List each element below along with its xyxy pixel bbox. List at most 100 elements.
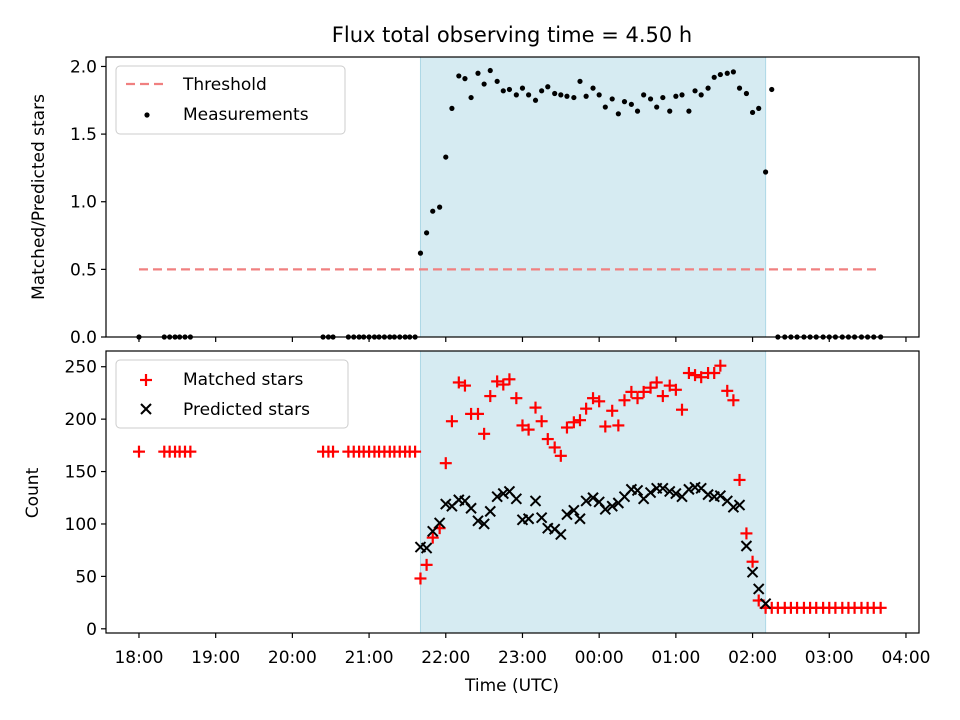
predicted-star-point xyxy=(759,597,772,610)
matched-star-point xyxy=(327,445,340,458)
measurement-point xyxy=(590,85,596,91)
predicted-star-point xyxy=(568,504,580,517)
predicted-star-point xyxy=(491,491,503,503)
matched-star-point xyxy=(560,421,573,434)
matched-star-point xyxy=(445,415,458,428)
x-tick-label: 04:00 xyxy=(881,648,930,668)
predicted-stars-points xyxy=(414,481,772,610)
matched-star-point xyxy=(491,375,504,388)
top-legend: Threshold Measurements xyxy=(115,65,346,135)
top-y-axis-label: Matched/Predicted stars xyxy=(29,94,49,300)
measurement-point xyxy=(532,97,539,103)
measurement-point xyxy=(673,93,679,99)
measurement-point xyxy=(628,101,634,107)
measurement-point xyxy=(705,85,711,91)
matched-star-point xyxy=(497,378,510,391)
predicted-star-point xyxy=(574,513,586,525)
measurement-point xyxy=(596,92,602,98)
matched-star-point xyxy=(548,441,561,454)
measurement-point xyxy=(468,94,474,101)
legend-matched-label: Matched stars xyxy=(183,370,303,390)
matched-star-point xyxy=(721,384,734,397)
predicted-star-point xyxy=(733,499,746,511)
legend-matched-swatch xyxy=(140,374,152,386)
predicted-star-point xyxy=(522,513,535,525)
y-tick-label: 0 xyxy=(86,620,97,640)
matched-star-point xyxy=(541,433,554,446)
predicted-star-point xyxy=(644,486,657,499)
measurement-point xyxy=(730,69,736,75)
matched-star-point xyxy=(727,394,740,407)
matched-star-point xyxy=(414,572,427,585)
matched-star-point xyxy=(522,423,535,436)
matched-star-point xyxy=(618,394,631,407)
matched-star-point xyxy=(529,401,542,414)
matched-star-point xyxy=(708,367,721,380)
predicted-star-point xyxy=(478,518,490,530)
measurement-point xyxy=(615,111,621,117)
measurement-point xyxy=(583,93,589,99)
chart-title: Flux total observing time = 4.50 h xyxy=(332,23,692,47)
matched-star-point xyxy=(714,359,727,372)
measurement-point xyxy=(494,78,500,84)
matched-star-point xyxy=(426,531,439,544)
measurement-point xyxy=(462,76,468,82)
measurement-point xyxy=(749,109,756,116)
matched-star-point xyxy=(580,402,593,415)
measurement-point xyxy=(724,70,730,76)
predicted-star-point xyxy=(746,566,759,578)
x-tick-label: 03:00 xyxy=(805,648,854,668)
y-tick-label: 1.5 xyxy=(70,125,97,145)
predicted-star-point xyxy=(510,493,523,505)
matched-star-point xyxy=(409,445,422,458)
measurement-point xyxy=(417,250,424,256)
measurement-point xyxy=(545,84,551,90)
predicted-star-point xyxy=(440,498,452,510)
predicted-star-point xyxy=(529,495,542,507)
matched-star-point xyxy=(567,416,580,429)
measurement-point xyxy=(711,74,717,80)
matched-star-point xyxy=(695,371,708,384)
measurement-point xyxy=(506,86,513,93)
matched-star-point xyxy=(663,379,676,392)
x-tick-label: 21:00 xyxy=(345,648,394,668)
matched-star-point xyxy=(587,392,600,405)
predicted-star-point xyxy=(561,508,573,521)
legend-predicted-label: Predicted stars xyxy=(183,400,310,420)
matched-star-point xyxy=(503,373,516,386)
x-tick-label: 19:00 xyxy=(191,648,240,668)
predicted-star-point xyxy=(670,487,682,500)
matched-star-point xyxy=(644,381,657,394)
measurement-point xyxy=(756,105,762,112)
matched-star-point xyxy=(637,385,650,398)
measurement-point xyxy=(475,70,481,76)
matched-star-point xyxy=(535,415,548,428)
matched-star-point xyxy=(554,449,567,462)
predicted-star-point xyxy=(497,487,510,500)
legend-threshold-label: Threshold xyxy=(182,75,267,95)
measurement-point xyxy=(481,81,487,87)
bottom-y-axis-label: Count xyxy=(23,467,43,518)
matched-star-point xyxy=(740,527,753,540)
matched-stars-points xyxy=(132,359,887,614)
x-axis-label: Time (UTC) xyxy=(464,676,559,696)
predicted-star-point xyxy=(664,485,676,498)
measurement-point xyxy=(667,108,673,114)
predicted-star-point xyxy=(580,495,592,507)
bottom-axes-frame xyxy=(105,350,920,634)
matched-star-point xyxy=(612,419,625,432)
predicted-star-point xyxy=(606,500,618,512)
measurement-point xyxy=(539,88,545,94)
matched-star-point xyxy=(484,390,497,403)
matched-star-point xyxy=(669,383,682,396)
measurement-point xyxy=(647,96,654,102)
measurement-points xyxy=(136,67,884,340)
measurement-point xyxy=(698,92,704,98)
matched-star-point xyxy=(516,419,529,432)
bottom-x-axis-ticks: 18:00 19:00 20:00 21:00 22:00 23:00 00:00 01:00… xyxy=(114,633,930,668)
measurement-point xyxy=(634,108,641,114)
predicted-star-point xyxy=(752,583,765,595)
measurement-point xyxy=(692,88,698,94)
legend-measurements-swatch xyxy=(144,112,150,118)
predicted-star-point xyxy=(535,511,548,524)
